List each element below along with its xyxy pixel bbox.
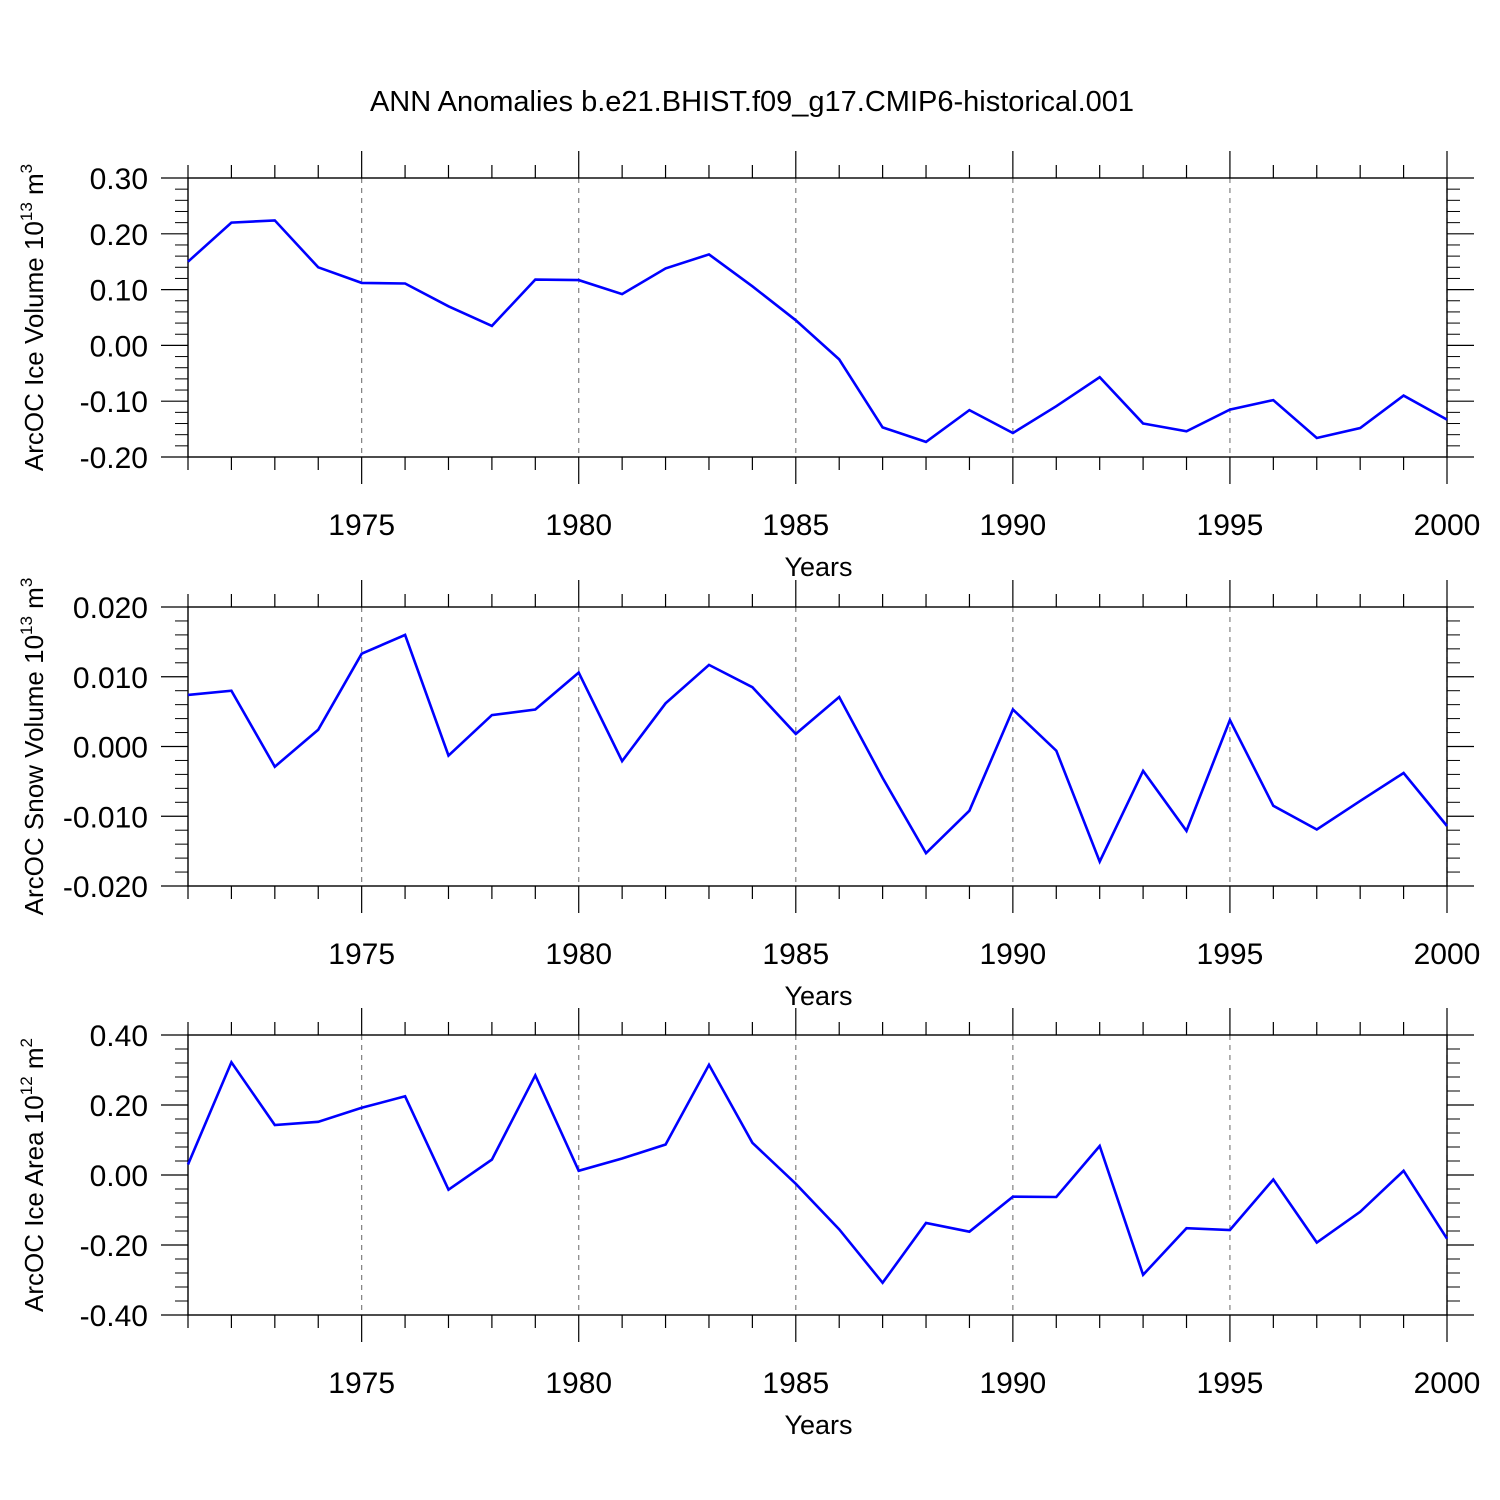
x-tick-label: 2000 (1414, 938, 1481, 971)
y-tick-label: 0.40 (90, 1020, 148, 1053)
x-tick-label: 1995 (1197, 1367, 1264, 1400)
plot-frame (187, 1034, 1448, 1316)
panel-2: -0.020 -0.010 0.000 0.010 0.020 1975 1980 1985 1… (17, 578, 1480, 1011)
y-tick-label: 0.00 (90, 1160, 148, 1193)
y-tick-label: 0.20 (90, 219, 148, 252)
y-tick-label: 0.000 (73, 732, 148, 765)
x-tick-label: 1975 (328, 1367, 395, 1400)
x-tick-label: 1980 (545, 509, 612, 542)
x-tick-label: 1985 (762, 938, 829, 971)
series-line (187, 219, 1448, 444)
x-tick-label: 1980 (545, 1367, 612, 1400)
y-tick-label: 0.010 (73, 662, 148, 695)
x-tick-label: 1995 (1197, 938, 1264, 971)
x-tick-label: 1985 (762, 1367, 829, 1400)
y-tick-label: 0.10 (90, 275, 148, 308)
plot-frame (187, 606, 1448, 887)
y-tick-label: -0.20 (80, 442, 148, 475)
y-tick-label: -0.10 (80, 386, 148, 419)
y-tick-label: 0.020 (73, 592, 148, 625)
x-tick-label: 2000 (1414, 509, 1481, 542)
x-tick-label: 1990 (979, 938, 1046, 971)
plot-frame (187, 177, 1448, 458)
x-tick-label: 1995 (1197, 509, 1264, 542)
series-line (186, 1059, 1449, 1285)
y-tick-label: -0.40 (80, 1300, 148, 1333)
x-tick-label: 1975 (328, 938, 395, 971)
panel-3: -0.40 -0.20 0.00 0.20 0.40 1975 1980 1985 1990 19… (17, 1008, 1480, 1440)
chart-title: ANN Anomalies b.e21.BHIST.f09_g17.CMIP6-… (370, 86, 1134, 118)
y-tick-label: 0.00 (90, 330, 148, 363)
x-axis-title: Years (784, 981, 852, 1011)
y-tick-label: 0.20 (90, 1090, 148, 1123)
x-tick-label: 1990 (979, 509, 1046, 542)
y-axis-title: ArcOC Ice Area 1012 m2 (17, 1038, 49, 1312)
series-line (187, 633, 1449, 865)
panel-1: -0.20 -0.10 0.00 0.10 0.20 0.30 1975 1980 1985 19… (17, 151, 1480, 582)
x-tick-label: 1980 (545, 938, 612, 971)
x-tick-label: 1975 (328, 509, 395, 542)
y-axis-title: ArcOC Ice Volume 1013 m3 (17, 164, 49, 471)
x-tick-label: 1990 (979, 1367, 1046, 1400)
y-tick-label: -0.020 (63, 871, 148, 904)
x-axis-title: Years (784, 1410, 852, 1440)
y-tick-label: -0.20 (80, 1230, 148, 1263)
x-axis-title: Years (784, 552, 852, 582)
y-axis-title: ArcOC Snow Volume 1013 m3 (17, 578, 49, 916)
x-tick-label: 2000 (1414, 1367, 1481, 1400)
y-tick-label: 0.30 (90, 163, 148, 196)
y-tick-label: -0.010 (63, 801, 148, 834)
x-tick-label: 1985 (762, 509, 829, 542)
